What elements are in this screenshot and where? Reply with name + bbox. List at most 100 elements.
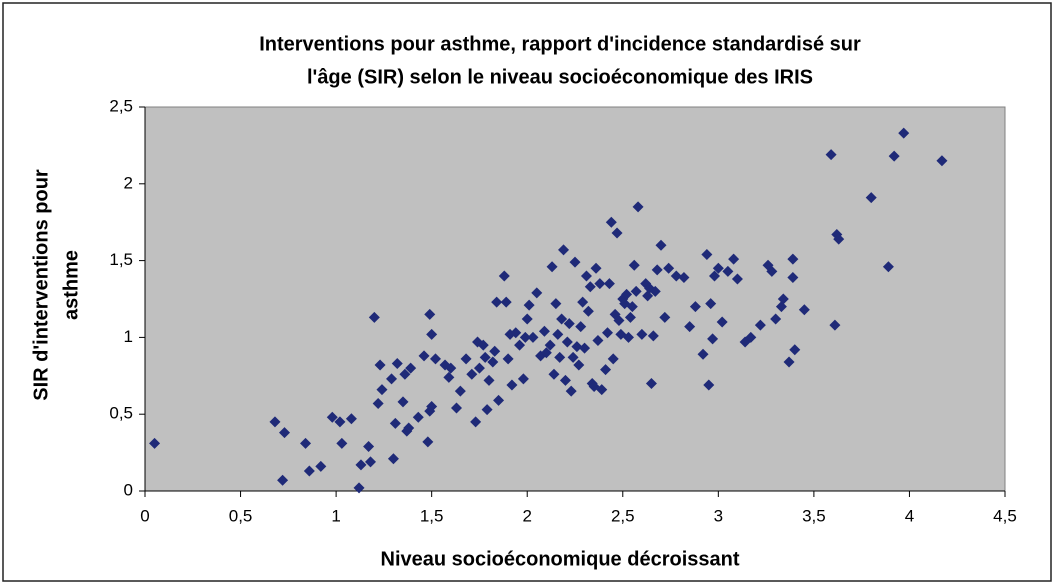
point: [326, 411, 338, 423]
point: [454, 385, 466, 397]
point: [571, 341, 583, 353]
point: [372, 397, 384, 409]
point: [514, 339, 526, 351]
point: [825, 149, 837, 161]
point: [355, 459, 367, 471]
point: [592, 334, 604, 346]
point: [426, 328, 438, 340]
point: [888, 150, 900, 162]
point: [766, 265, 778, 277]
point: [368, 311, 380, 323]
point: [500, 296, 512, 308]
point: [426, 401, 438, 413]
point: [705, 298, 717, 310]
point: [517, 373, 529, 385]
point: [540, 347, 552, 359]
point: [445, 362, 457, 374]
y-tick-label: 2,5: [109, 96, 133, 115]
point: [489, 345, 501, 357]
plot-area: [144, 106, 1006, 492]
x-axis-label: Niveau socioéconomique décroissant: [381, 548, 740, 570]
point: [391, 358, 403, 370]
point: [603, 278, 615, 290]
point: [300, 437, 312, 449]
point: [882, 261, 894, 273]
point: [605, 216, 617, 228]
x-tick-label: 0: [140, 506, 149, 525]
point: [552, 328, 564, 340]
point: [561, 336, 573, 348]
point: [544, 339, 556, 351]
x-tick-label: 3,5: [802, 506, 826, 525]
point: [600, 364, 612, 376]
point: [579, 342, 591, 354]
point: [833, 233, 845, 245]
point: [651, 264, 663, 276]
point: [624, 311, 636, 323]
x-tick-label: 4,5: [993, 506, 1017, 525]
x-tick-label: 1: [331, 506, 340, 525]
point: [575, 321, 587, 333]
point: [584, 281, 596, 293]
point: [521, 313, 533, 325]
point: [829, 319, 841, 331]
point: [479, 351, 491, 363]
point: [424, 308, 436, 320]
point: [559, 374, 571, 386]
chart-title: Interventions pour asthme, rapport d'inc…: [259, 33, 861, 55]
point: [498, 270, 510, 282]
point: [269, 416, 281, 428]
point: [707, 333, 719, 345]
point: [277, 474, 289, 486]
x-tick-label: 0,5: [229, 506, 253, 525]
point: [731, 273, 743, 285]
point: [642, 290, 654, 302]
point: [510, 327, 522, 339]
point: [563, 318, 575, 330]
x-tick-label: 1,5: [420, 506, 444, 525]
point: [626, 301, 638, 313]
point: [745, 331, 757, 343]
y-tick-label: 1,5: [109, 250, 133, 269]
point: [418, 350, 430, 362]
point: [481, 404, 493, 416]
point: [546, 261, 558, 273]
point: [353, 482, 365, 494]
point: [596, 384, 608, 396]
point: [777, 293, 789, 305]
point: [397, 396, 409, 408]
point: [582, 305, 594, 317]
point: [678, 271, 690, 283]
point: [775, 301, 787, 313]
point: [645, 377, 657, 389]
y-tick-label: 0,5: [109, 404, 133, 423]
y-tick-label: 1: [124, 327, 133, 346]
point: [621, 288, 633, 300]
point: [709, 270, 721, 282]
point: [149, 437, 161, 449]
x-tick-label: 2,5: [611, 506, 635, 525]
point: [403, 422, 415, 434]
point: [405, 362, 417, 374]
point: [558, 244, 570, 256]
point: [613, 315, 625, 327]
point: [787, 253, 799, 265]
point: [936, 155, 948, 167]
point: [703, 379, 715, 391]
y-axis-label: asthme: [60, 250, 82, 320]
x-tick-label: 2: [522, 506, 531, 525]
point: [647, 330, 659, 342]
point: [487, 356, 499, 368]
point: [550, 298, 562, 310]
point: [466, 368, 478, 380]
y-tick-label: 0: [124, 480, 133, 499]
point: [611, 227, 623, 239]
point: [798, 304, 810, 316]
point: [345, 413, 357, 425]
point: [412, 411, 424, 423]
point: [443, 371, 455, 383]
point: [659, 311, 671, 323]
point: [701, 248, 713, 260]
point: [493, 394, 505, 406]
point: [722, 265, 734, 277]
